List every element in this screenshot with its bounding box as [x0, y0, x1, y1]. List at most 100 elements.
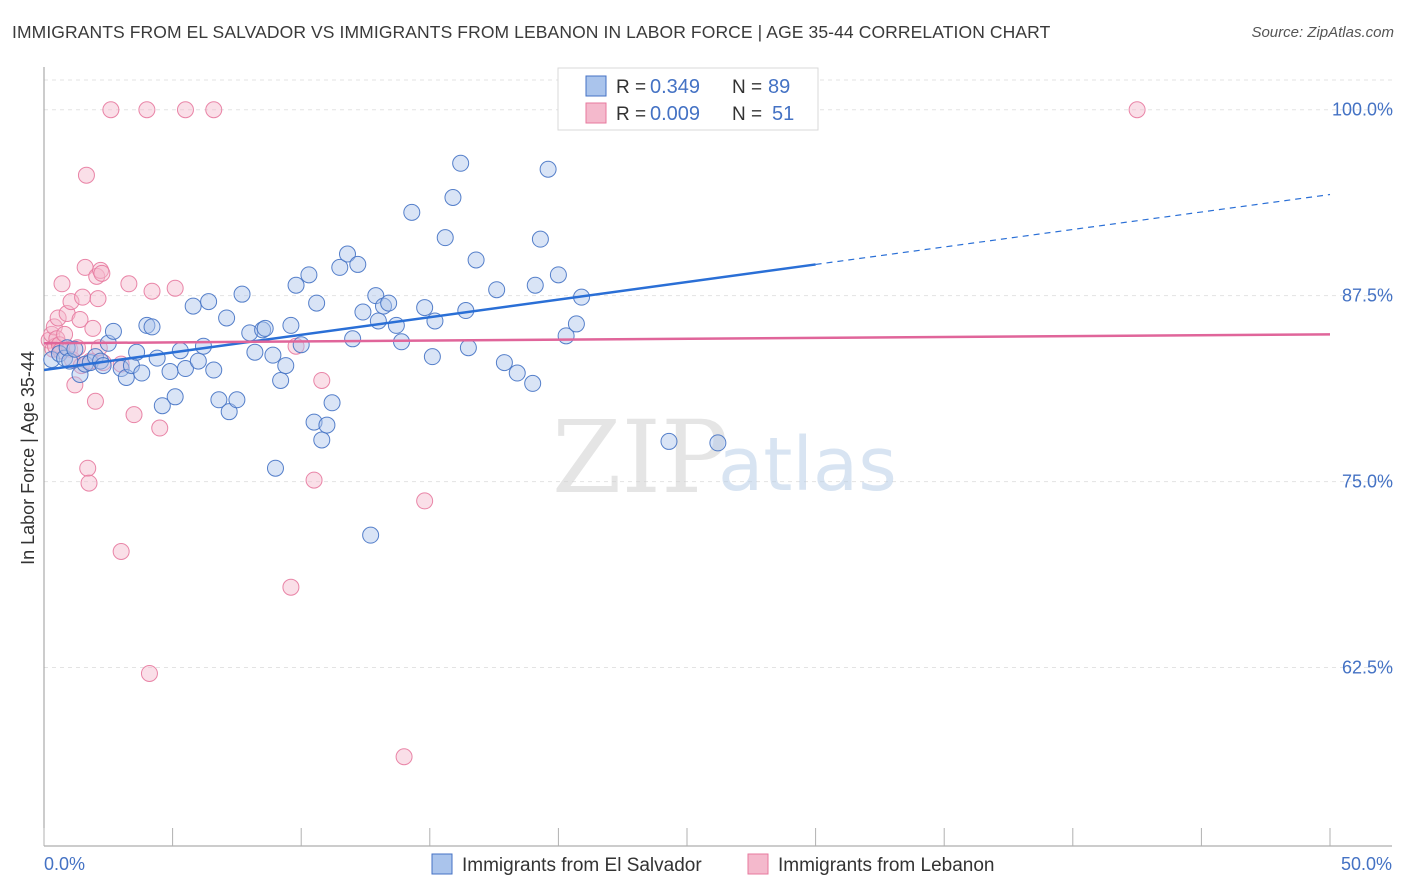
y-tick-label: 100.0%: [1332, 100, 1393, 120]
data-point: [161, 363, 179, 381]
data-point: [151, 419, 169, 437]
data-point: [403, 203, 421, 221]
data-point: [349, 255, 367, 273]
data-point: [395, 748, 413, 766]
data-point: [74, 288, 92, 306]
data-point: [495, 354, 513, 372]
data-point: [266, 459, 284, 477]
data-point: [133, 364, 151, 382]
bottom-legend-label-lebanon: Immigrants from Lebanon: [778, 855, 995, 876]
data-point: [354, 303, 372, 321]
data-point: [526, 276, 544, 294]
data-point: [210, 391, 228, 409]
data-point: [549, 266, 567, 284]
x-axis-ticks: [43, 828, 1331, 846]
data-point: [1128, 101, 1146, 119]
data-point: [264, 346, 282, 364]
y-tick-label: 87.5%: [1342, 286, 1393, 306]
data-point: [84, 319, 102, 337]
legend-n-value-pink: 51: [772, 103, 794, 125]
data-point: [153, 397, 171, 415]
series-el-salvador: [43, 154, 727, 544]
data-point: [444, 189, 462, 207]
data-point: [176, 360, 194, 378]
data-point: [282, 316, 300, 334]
data-point: [66, 376, 84, 394]
data-point: [467, 251, 485, 269]
data-point: [71, 310, 89, 328]
legend-r-label-blue: R =: [616, 77, 646, 98]
data-point: [233, 285, 251, 303]
y-tick-label: 75.0%: [1342, 472, 1393, 492]
data-point: [416, 299, 434, 317]
bottom-legend-swatch-blue: [431, 853, 453, 875]
trend-lines: [43, 193, 1331, 372]
data-point: [313, 371, 331, 389]
stats-legend: R = 0.349 N = 89 R = 0.009 N = 51: [557, 67, 819, 131]
trend-line-lebanon: [43, 333, 1331, 345]
watermark: ZIP atlas: [552, 399, 897, 516]
data-point: [143, 318, 161, 336]
data-point: [256, 319, 274, 337]
data-point: [318, 416, 336, 434]
data-point: [86, 392, 104, 410]
data-point: [423, 348, 441, 366]
chart-title: IMMIGRANTS FROM EL SALVADOR VS IMMIGRANT…: [12, 22, 1051, 42]
data-point: [120, 275, 138, 293]
data-point: [66, 340, 84, 358]
data-point: [176, 101, 194, 119]
data-point: [524, 374, 542, 392]
legend-n-label-pink: N =: [732, 104, 762, 125]
y-tick-label: 62.5%: [1342, 658, 1393, 678]
data-point: [189, 352, 207, 370]
data-point: [508, 364, 526, 382]
data-point: [416, 492, 434, 510]
data-point: [344, 330, 362, 348]
data-point: [77, 166, 95, 184]
data-point: [362, 526, 380, 544]
data-point: [375, 297, 393, 315]
data-point: [218, 309, 236, 327]
legend-n-label-blue: N =: [732, 77, 762, 98]
bottom-legend-swatch-pink: [747, 853, 769, 875]
trend-line-el-salvador: [43, 263, 816, 372]
data-point: [143, 282, 161, 300]
x-tick-label-max: 50.0%: [1341, 854, 1392, 874]
data-point: [254, 321, 272, 339]
data-point: [308, 294, 326, 312]
data-point: [246, 343, 264, 361]
data-point: [104, 322, 122, 340]
data-point: [272, 371, 290, 389]
data-point: [79, 459, 97, 477]
data-point: [166, 388, 184, 406]
data-point: [205, 101, 223, 119]
data-point: [452, 154, 470, 172]
data-point: [200, 293, 218, 311]
trend-line-el-salvador-extension: [815, 193, 1331, 266]
data-point: [277, 357, 295, 375]
data-point: [112, 542, 130, 560]
data-point: [49, 309, 67, 327]
y-axis-tick-labels: 100.0% 87.5% 75.0% 62.5%: [1332, 100, 1393, 678]
data-point: [93, 264, 111, 282]
data-point: [89, 290, 107, 308]
data-point: [282, 578, 300, 596]
data-point: [313, 431, 331, 449]
data-point: [53, 275, 71, 293]
legend-n-value-blue: 89: [768, 76, 790, 98]
data-point: [305, 471, 323, 489]
data-point: [125, 406, 143, 424]
legend-r-value-blue: 0.349: [650, 76, 700, 98]
data-point: [531, 230, 549, 248]
bottom-legend-label-el-salvador: Immigrants from El Salvador: [462, 855, 702, 876]
data-point: [323, 394, 341, 412]
data-point: [228, 391, 246, 409]
legend-r-label-pink: R =: [616, 104, 646, 125]
data-point: [567, 315, 585, 333]
legend-swatch-pink: [585, 102, 607, 124]
data-point: [220, 403, 238, 421]
data-point: [539, 160, 557, 178]
data-point: [102, 101, 120, 119]
data-point: [488, 281, 506, 299]
data-point: [459, 339, 477, 357]
